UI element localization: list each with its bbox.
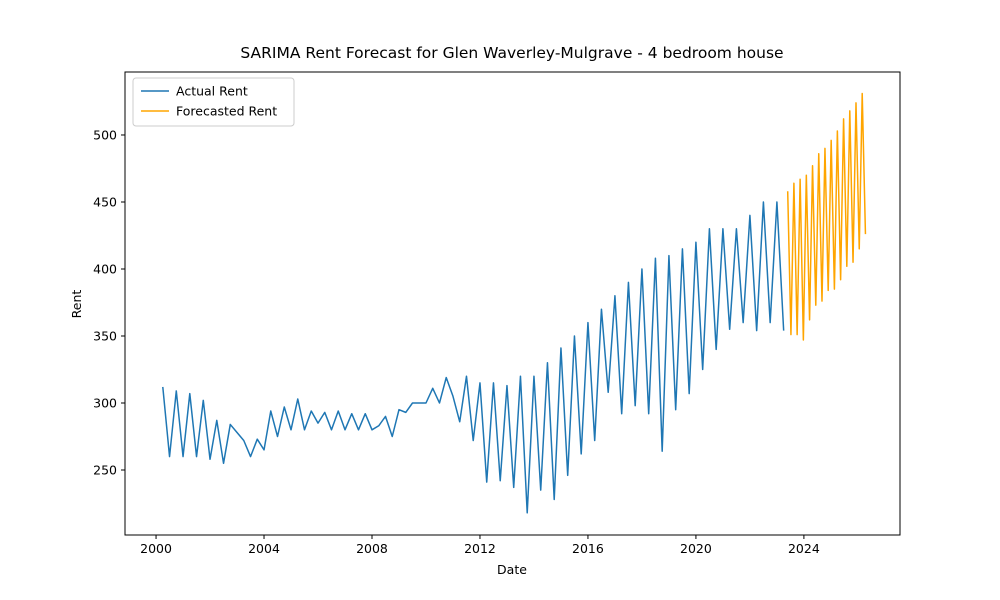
y-tick-label: 450 <box>93 194 117 209</box>
y-tick-label: 300 <box>93 396 117 411</box>
legend-label: Actual Rent <box>176 84 248 99</box>
y-tick-label: 400 <box>93 261 117 276</box>
x-tick-label: 2008 <box>356 541 388 556</box>
plot-frame <box>124 71 901 536</box>
y-tick-label: 500 <box>93 127 117 142</box>
x-tick-label: 2020 <box>680 541 712 556</box>
y-axis-label: Rent <box>69 290 84 319</box>
line-series <box>786 92 867 341</box>
legend-box <box>132 77 295 127</box>
x-tick-label: 2016 <box>572 541 604 556</box>
x-tick-label: 2000 <box>140 541 172 556</box>
x-axis-label: Date <box>497 562 527 577</box>
x-tick-label: 2024 <box>788 541 820 556</box>
line-series <box>162 201 785 514</box>
y-tick-label: 350 <box>93 328 117 343</box>
legend-label: Forecasted Rent <box>176 104 277 119</box>
x-tick-label: 2004 <box>248 541 280 556</box>
x-tick-label: 2012 <box>464 541 496 556</box>
y-tick-label: 250 <box>93 463 117 478</box>
chart-title: SARIMA Rent Forecast for Glen Waverley-M… <box>240 44 783 62</box>
